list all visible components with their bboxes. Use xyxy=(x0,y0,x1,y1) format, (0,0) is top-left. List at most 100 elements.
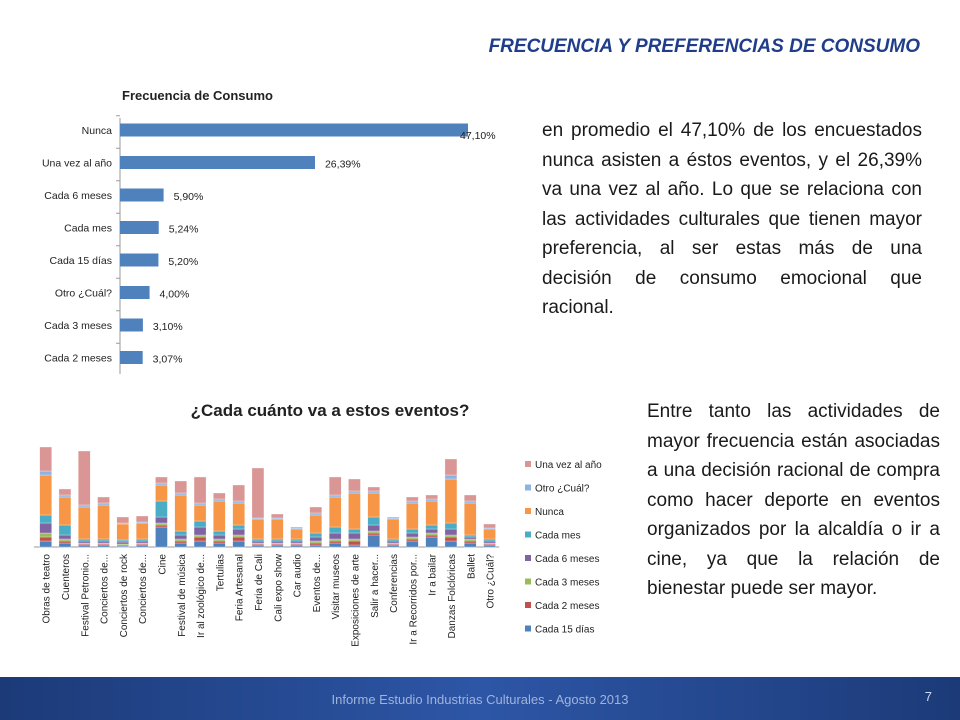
chart2-segment xyxy=(78,538,91,542)
chart2-segment xyxy=(271,513,284,519)
chart2-segment xyxy=(39,470,52,476)
chart2-segment xyxy=(58,540,72,544)
chart2-segment xyxy=(213,538,226,542)
chart2-segment xyxy=(232,534,245,538)
chart2-segment xyxy=(425,494,438,500)
chart2-segment xyxy=(290,540,303,544)
chart2-segment xyxy=(444,478,458,524)
chart2-legend-label: Cada 6 meses xyxy=(535,554,599,565)
chart2-segment xyxy=(464,538,477,542)
chart2-category-label: Feria de Cali xyxy=(254,554,265,611)
chart2-segment xyxy=(213,530,226,536)
chart2-segment xyxy=(251,542,265,545)
chart2-segment xyxy=(290,527,303,530)
chart2-segment xyxy=(367,524,380,532)
chart2-segment xyxy=(251,467,265,519)
chart2-segment xyxy=(328,542,342,548)
chart2-segment xyxy=(155,516,168,524)
chart2-legend-swatch xyxy=(525,625,531,632)
chart2-segment xyxy=(39,446,52,472)
chart2-segment xyxy=(271,544,284,548)
chart2-segment xyxy=(135,540,149,544)
chart2-segment xyxy=(116,539,129,543)
chart2-segment xyxy=(271,517,284,520)
chart2-segment xyxy=(97,544,110,548)
chart1-data-label: 47,10% xyxy=(460,130,496,142)
chart2-legend-swatch xyxy=(525,508,531,514)
chart2-segment xyxy=(155,522,168,526)
chart2-segment xyxy=(58,488,72,496)
chart2-segment xyxy=(155,500,168,518)
frequency-bar-chart: Frecuencia de Consumo Nunca 47,10% Una vez … xyxy=(42,88,496,374)
chart2-segment xyxy=(406,496,419,502)
chart1-bar xyxy=(120,123,468,137)
chart2-category-label: Conciertos de... xyxy=(138,554,149,624)
chart2-segment xyxy=(116,541,129,545)
chart2-segment xyxy=(348,492,361,530)
chart2-segment xyxy=(483,542,496,545)
chart2-category-label: Cali expo show xyxy=(273,553,284,622)
chart2-segment xyxy=(174,530,187,536)
chart1-category-label: Nunca xyxy=(82,125,113,137)
chart2-segment xyxy=(290,538,303,542)
chart2-category-label: Festival de música xyxy=(177,554,188,637)
chart2-segment xyxy=(232,536,245,542)
chart2-segment xyxy=(193,526,207,536)
chart2-segment xyxy=(367,534,380,548)
chart2-segment xyxy=(367,492,380,518)
chart2-segment xyxy=(271,542,284,545)
chart2-segment xyxy=(174,492,187,496)
chart2-segment xyxy=(213,492,226,500)
chart2-segment xyxy=(251,540,265,544)
chart1-category-label: Cada 15 días xyxy=(50,255,112,267)
chart2-legend-swatch xyxy=(525,531,531,538)
chart2-segment xyxy=(348,544,361,548)
chart2-segment xyxy=(58,494,72,498)
chart2-segment xyxy=(116,516,129,524)
chart2-segment xyxy=(406,528,419,534)
chart1-category-label: Cada 6 meses xyxy=(44,190,112,202)
chart2-segment xyxy=(328,532,342,540)
chart2-category-label: Cuenteros xyxy=(61,554,72,600)
chart2-segment xyxy=(464,536,477,540)
chart2-segment xyxy=(97,540,110,544)
chart2-segment xyxy=(193,476,207,504)
chart2-legend-label: Cada 15 días xyxy=(535,625,595,636)
chart2-segment xyxy=(386,543,400,546)
chart2-segment xyxy=(386,542,400,545)
chart2-segment xyxy=(444,458,458,476)
chart2-segment xyxy=(78,543,91,546)
chart2-segment xyxy=(348,528,361,534)
chart2-segment xyxy=(174,542,187,548)
chart2-category-label: Ir al zoológico de... xyxy=(196,554,207,638)
chart2-segment xyxy=(425,532,438,536)
chart2-segment xyxy=(97,542,110,545)
chart2-segment xyxy=(309,544,323,548)
stacked-events-chart: ¿Cada cuánto va a estos eventos? Obras de… xyxy=(34,401,602,647)
chart2-segment xyxy=(116,545,129,548)
chart2-segment xyxy=(406,532,419,538)
page-number: 7 xyxy=(924,689,932,704)
chart2-category-label: Conferencias xyxy=(389,554,400,613)
chart2-segment xyxy=(483,527,496,530)
chart2-segment xyxy=(155,524,168,528)
chart2-segment xyxy=(78,504,91,508)
chart2-segment xyxy=(348,490,361,494)
chart2-segment xyxy=(271,538,284,542)
chart2-legend-label: Nunca xyxy=(535,507,564,518)
paragraph-activity-frequency: Entre tanto las actividades de mayor fre… xyxy=(647,401,940,599)
chart2-segment xyxy=(386,538,400,542)
chart1-category-label: Cada 2 meses xyxy=(44,353,112,365)
chart2-segment xyxy=(58,542,72,548)
chart2-segment xyxy=(39,536,52,542)
chart1-category-label: Cada mes xyxy=(64,223,112,235)
chart2-segment xyxy=(39,474,52,516)
chart2-segment xyxy=(309,512,323,516)
chart2-category-label: Conciertos de... xyxy=(100,554,111,624)
chart2-segment xyxy=(309,514,323,534)
chart2-segment xyxy=(386,540,400,544)
chart2-segment xyxy=(464,540,477,544)
chart1-bar xyxy=(120,253,159,267)
chart2-segment xyxy=(213,534,226,540)
chart2-segment xyxy=(232,540,245,548)
